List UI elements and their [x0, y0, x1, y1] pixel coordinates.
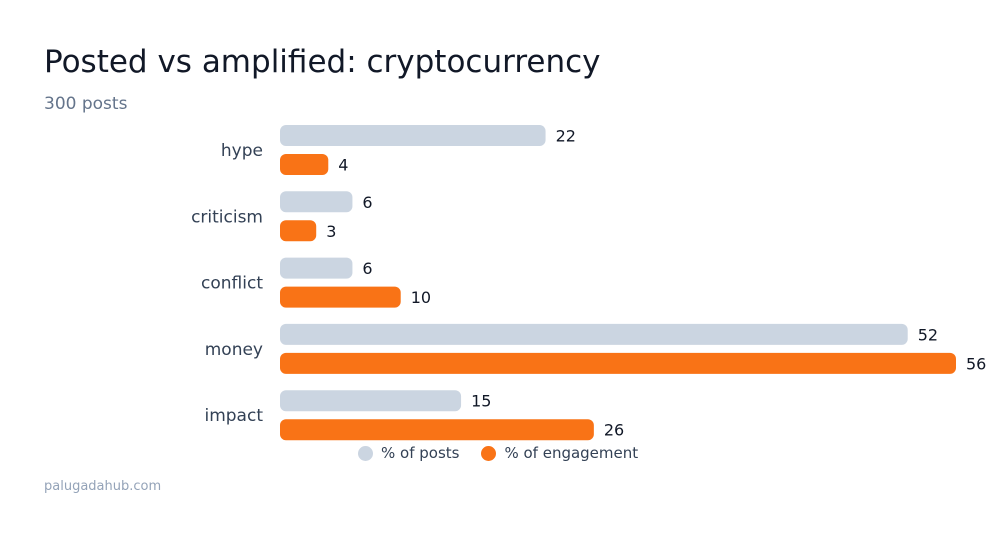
value-label-money-posts: 52 [918, 325, 938, 344]
bar-conflict-engagement[interactable] [280, 286, 401, 308]
bar-money-posts[interactable] [280, 323, 908, 345]
category-label-conflict: conflict [201, 274, 263, 294]
bar-criticism-engagement[interactable] [280, 220, 317, 242]
legend-item-engagement[interactable]: % of engagement [481, 444, 638, 462]
bar-impact-posts[interactable] [280, 390, 462, 412]
chart-subtitle: 300 posts [44, 94, 128, 114]
category-label-money: money [205, 340, 263, 360]
bar-money-engagement[interactable] [280, 352, 956, 374]
value-label-impact-posts: 15 [471, 392, 491, 411]
bar-hype-posts[interactable] [280, 125, 546, 146]
category-label-impact: impact [204, 406, 263, 426]
value-label-hype-engagement: 4 [338, 156, 348, 175]
value-label-hype-posts: 22 [556, 127, 576, 146]
category-label-criticism: criticism [191, 207, 263, 227]
value-label-conflict-posts: 6 [362, 259, 372, 278]
value-label-criticism-engagement: 3 [326, 222, 336, 241]
bar-criticism-posts[interactable] [280, 191, 353, 213]
value-label-money-engagement: 56 [966, 354, 986, 373]
value-label-impact-engagement: 26 [604, 421, 624, 440]
footer-source: palugadahub.com [44, 479, 162, 494]
legend: % of posts % of engagement [358, 444, 638, 462]
value-label-conflict-engagement: 10 [411, 288, 431, 307]
bar-conflict-posts[interactable] [280, 257, 353, 279]
chart-title: Posted vs amplified: cryptocurrency [44, 44, 601, 80]
legend-label-posts: % of posts [381, 444, 460, 462]
bar-hype-engagement[interactable] [280, 154, 329, 175]
bar-impact-engagement[interactable] [280, 419, 594, 441]
value-label-criticism-posts: 6 [362, 193, 372, 212]
category-label-hype: hype [221, 141, 263, 161]
legend-swatch-engagement [481, 445, 497, 461]
legend-label-engagement: % of engagement [504, 444, 639, 462]
legend-swatch-posts [358, 445, 373, 461]
legend-item-posts[interactable]: % of posts [358, 444, 459, 462]
